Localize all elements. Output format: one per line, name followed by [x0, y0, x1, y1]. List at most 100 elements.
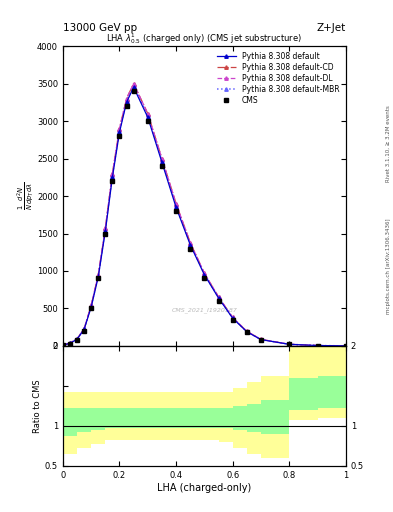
Pythia 8.308 default-CD	[259, 336, 263, 343]
Pythia 8.308 default-MBR	[89, 303, 94, 309]
Pythia 8.308 default-MBR	[230, 315, 235, 321]
Pythia 8.308 default-DL	[124, 95, 129, 101]
Pythia 8.308 default-CD	[103, 225, 108, 231]
Line: Pythia 8.308 default: Pythia 8.308 default	[61, 86, 347, 348]
Pythia 8.308 default-DL	[89, 303, 94, 309]
Pythia 8.308 default-MBR	[117, 127, 122, 134]
Line: CMS: CMS	[61, 89, 347, 348]
Pythia 8.308 default-CD	[315, 343, 320, 349]
Pythia 8.308 default-CD	[202, 270, 207, 276]
CMS	[110, 178, 115, 184]
CMS	[315, 343, 320, 349]
Pythia 8.308 default	[117, 129, 122, 135]
Pythia 8.308 default-DL	[82, 326, 86, 332]
Text: Z+Jet: Z+Jet	[317, 23, 346, 33]
Pythia 8.308 default-MBR	[110, 173, 115, 179]
Text: 13000 GeV pp: 13000 GeV pp	[63, 23, 137, 33]
Pythia 8.308 default	[89, 304, 94, 310]
Pythia 8.308 default-MBR	[160, 157, 164, 163]
Pythia 8.308 default	[160, 159, 164, 165]
Pythia 8.308 default-CD	[188, 240, 193, 246]
Legend: Pythia 8.308 default, Pythia 8.308 default-CD, Pythia 8.308 default-DL, Pythia 8: Pythia 8.308 default, Pythia 8.308 defau…	[215, 50, 342, 107]
CMS	[82, 328, 86, 334]
Pythia 8.308 default-DL	[103, 225, 108, 231]
Pythia 8.308 default	[216, 295, 221, 301]
Pythia 8.308 default-MBR	[216, 294, 221, 301]
Line: Pythia 8.308 default-MBR: Pythia 8.308 default-MBR	[61, 83, 347, 348]
CMS	[174, 208, 178, 214]
Pythia 8.308 default	[68, 340, 72, 347]
Pythia 8.308 default-DL	[174, 200, 178, 206]
CMS	[145, 118, 150, 124]
Pythia 8.308 default	[145, 114, 150, 120]
Pythia 8.308 default-MBR	[68, 340, 72, 346]
Title: LHA $\lambda^{1}_{0.5}$ (charged only) (CMS jet substructure): LHA $\lambda^{1}_{0.5}$ (charged only) (…	[107, 31, 302, 46]
CMS	[103, 230, 108, 237]
CMS	[188, 245, 193, 251]
Pythia 8.308 default-MBR	[244, 329, 249, 335]
Pythia 8.308 default-MBR	[61, 342, 65, 348]
Pythia 8.308 default-DL	[287, 341, 292, 347]
Pythia 8.308 default-MBR	[124, 97, 129, 103]
Line: Pythia 8.308 default-CD: Pythia 8.308 default-CD	[61, 82, 347, 348]
Pythia 8.308 default	[244, 329, 249, 335]
Pythia 8.308 default-MBR	[315, 343, 320, 349]
Pythia 8.308 default-DL	[117, 125, 122, 132]
Pythia 8.308 default-CD	[160, 156, 164, 162]
Pythia 8.308 default-MBR	[131, 82, 136, 89]
Pythia 8.308 default-DL	[110, 170, 115, 177]
Pythia 8.308 default-MBR	[145, 112, 150, 118]
Pythia 8.308 default	[188, 242, 193, 248]
Pythia 8.308 default	[230, 315, 235, 322]
Pythia 8.308 default	[315, 343, 320, 349]
Pythia 8.308 default-CD	[75, 336, 79, 342]
Pythia 8.308 default-DL	[259, 336, 263, 343]
Pythia 8.308 default-CD	[82, 326, 86, 332]
Pythia 8.308 default-CD	[110, 170, 115, 177]
Pythia 8.308 default-CD	[96, 272, 101, 278]
Pythia 8.308 default-CD	[287, 341, 292, 347]
Pythia 8.308 default-DL	[61, 342, 65, 348]
Pythia 8.308 default-CD	[89, 303, 94, 309]
Pythia 8.308 default-DL	[160, 156, 164, 162]
Pythia 8.308 default-DL	[131, 80, 136, 87]
Pythia 8.308 default-MBR	[343, 343, 348, 349]
Pythia 8.308 default	[131, 84, 136, 91]
CMS	[216, 298, 221, 304]
Line: Pythia 8.308 default-DL: Pythia 8.308 default-DL	[61, 82, 347, 348]
Pythia 8.308 default	[75, 336, 79, 343]
CMS	[202, 275, 207, 282]
Text: Rivet 3.1.10, ≥ 3.2M events: Rivet 3.1.10, ≥ 3.2M events	[386, 105, 391, 182]
Text: CMS_2021_I1920187: CMS_2021_I1920187	[171, 307, 237, 313]
CMS	[244, 329, 249, 335]
Pythia 8.308 default-CD	[131, 80, 136, 87]
Pythia 8.308 default-MBR	[96, 273, 101, 279]
Pythia 8.308 default-CD	[124, 95, 129, 101]
Text: mcplots.cern.ch [arXiv:1306.3436]: mcplots.cern.ch [arXiv:1306.3436]	[386, 219, 391, 314]
Pythia 8.308 default-CD	[68, 340, 72, 346]
Pythia 8.308 default-DL	[145, 111, 150, 117]
Pythia 8.308 default-CD	[61, 342, 65, 348]
Pythia 8.308 default	[82, 327, 86, 333]
Pythia 8.308 default-DL	[230, 314, 235, 321]
Pythia 8.308 default	[103, 228, 108, 234]
CMS	[131, 88, 136, 94]
Pythia 8.308 default-DL	[202, 270, 207, 276]
Pythia 8.308 default	[110, 174, 115, 180]
Pythia 8.308 default-DL	[244, 328, 249, 334]
Pythia 8.308 default	[343, 343, 348, 349]
Pythia 8.308 default-MBR	[75, 336, 79, 342]
CMS	[75, 337, 79, 343]
CMS	[96, 275, 101, 282]
Pythia 8.308 default	[61, 342, 65, 348]
CMS	[343, 343, 348, 349]
Pythia 8.308 default-DL	[188, 240, 193, 246]
Pythia 8.308 default	[259, 336, 263, 343]
Pythia 8.308 default-MBR	[188, 241, 193, 247]
Pythia 8.308 default-CD	[145, 111, 150, 117]
Pythia 8.308 default-CD	[117, 125, 122, 132]
CMS	[259, 337, 263, 343]
Pythia 8.308 default-DL	[96, 272, 101, 278]
CMS	[89, 305, 94, 311]
Pythia 8.308 default	[124, 99, 129, 105]
